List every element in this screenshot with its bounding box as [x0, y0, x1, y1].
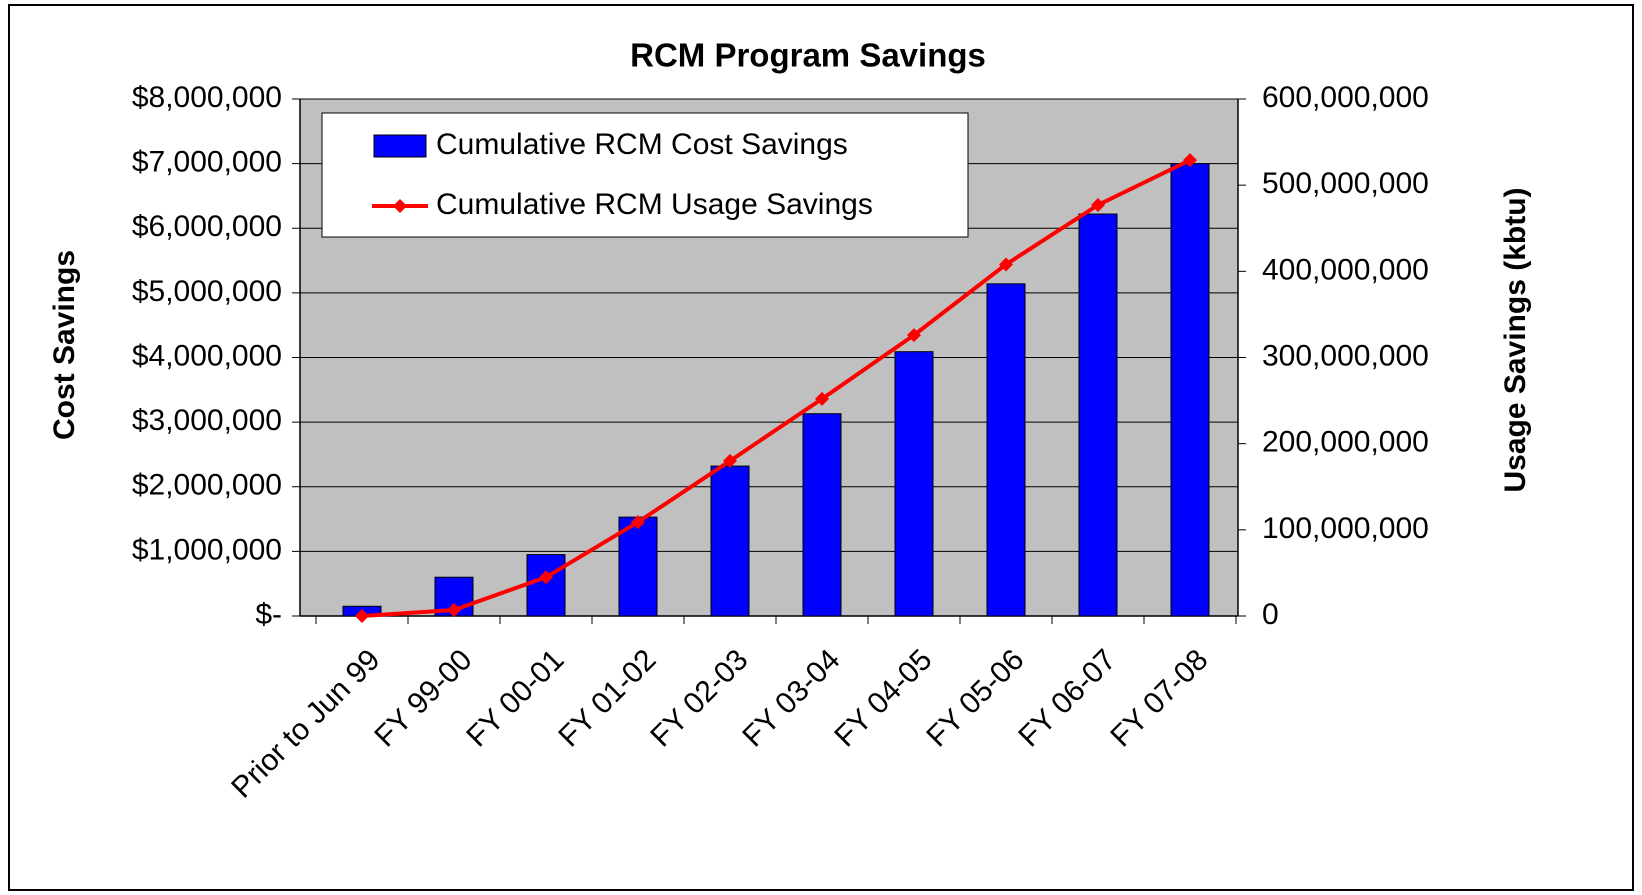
marker [1091, 197, 1105, 212]
legend-swatch [373, 134, 427, 158]
marker [539, 570, 553, 585]
chart-title: RCM Program Savings [630, 37, 986, 74]
marker [815, 391, 829, 406]
legend-label: Cumulative RCM Usage Savings [436, 188, 873, 221]
y2-tick-label: 300,000,000 [1262, 339, 1429, 372]
marker [355, 609, 369, 623]
legend-label: Cumulative RCM Cost Savings [436, 128, 848, 161]
y-tick-label: $3,000,000 [132, 404, 282, 437]
y2-tick-label: 200,000,000 [1262, 426, 1429, 459]
marker [1183, 153, 1197, 168]
bar [1078, 213, 1118, 617]
y-tick-label: $1,000,000 [132, 533, 282, 566]
y-tick-label: $5,000,000 [132, 275, 282, 308]
bar [1170, 163, 1210, 617]
bar [618, 516, 658, 617]
bar [526, 554, 566, 617]
y2-tick-label: 400,000,000 [1262, 253, 1429, 286]
bar [986, 283, 1026, 617]
y-axis-title: Cost Savings [48, 250, 81, 440]
line [361, 158, 1191, 618]
marker [723, 453, 737, 468]
bar [802, 413, 842, 617]
y2-axis-title: Usage Savings (kbtu) [1499, 187, 1532, 492]
marker [447, 602, 461, 617]
y-tick-label: $- [255, 598, 282, 631]
legend [321, 112, 969, 238]
y2-tick-label: 500,000,000 [1262, 167, 1429, 200]
y-tick-label: $4,000,000 [132, 339, 282, 372]
y-tick-label: $2,000,000 [132, 469, 282, 502]
marker [999, 257, 1013, 272]
y-tick-label: $8,000,000 [132, 81, 282, 114]
y2-tick-label: 100,000,000 [1262, 512, 1429, 545]
marker [907, 328, 921, 343]
bar [710, 465, 750, 617]
y-tick-label: $7,000,000 [132, 146, 282, 179]
y2-tick-label: 600,000,000 [1262, 81, 1429, 114]
bar [894, 351, 934, 617]
marker [631, 515, 645, 530]
y-tick-label: $6,000,000 [132, 210, 282, 243]
legend-marker [393, 199, 407, 213]
y2-tick-label: 0 [1262, 598, 1279, 631]
